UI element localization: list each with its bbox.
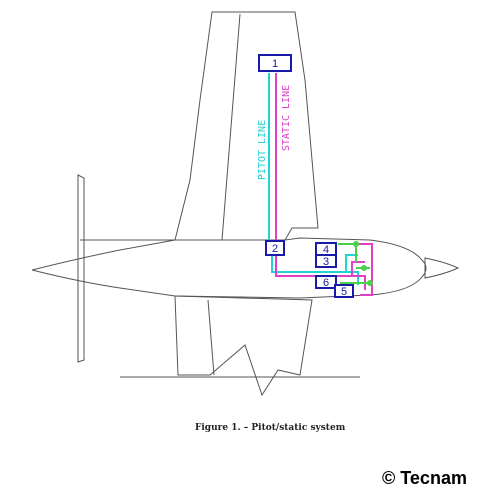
propeller-spinner — [424, 257, 460, 279]
junction-node — [367, 280, 373, 286]
junction-lines — [338, 243, 370, 284]
component-2: 2 — [265, 240, 285, 256]
component-2-label: 2 — [272, 243, 278, 255]
junction-node — [361, 265, 367, 271]
figure-caption: Figure 1. – Pitot/static system — [195, 423, 346, 433]
component-5-label: 5 — [341, 286, 347, 298]
lower-wing-outline — [174, 295, 313, 397]
component-3-label: 3 — [323, 256, 329, 268]
component-6-label: 6 — [323, 277, 329, 289]
component-3: 3 — [315, 254, 337, 268]
wing-outline — [174, 11, 319, 241]
component-6: 6 — [315, 275, 337, 289]
component-5: 5 — [334, 284, 354, 298]
component-1: 1 — [258, 54, 292, 72]
static-line — [275, 73, 373, 296]
static-line-label: STATIC LINE — [281, 85, 292, 151]
lower-wing-fold — [207, 299, 215, 376]
component-4-label: 4 — [323, 244, 329, 256]
component-1-label: 1 — [272, 58, 278, 70]
pitot-line-label: PITOT LINE — [257, 120, 268, 180]
wing-fold-line — [221, 13, 241, 241]
copyright-notice: © Tecnam — [382, 468, 467, 488]
junction-node — [353, 241, 359, 247]
pitot-line — [268, 73, 359, 285]
fuselage-outline — [31, 237, 427, 299]
tail-fin — [77, 174, 85, 363]
